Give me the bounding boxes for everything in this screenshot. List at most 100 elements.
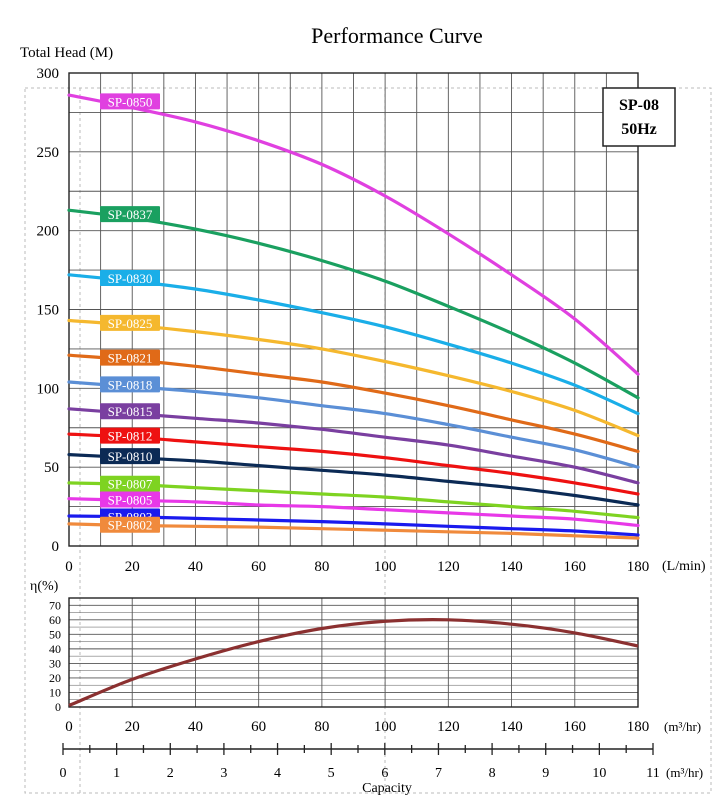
curve-label-sp-0805: SP-0805 bbox=[100, 491, 160, 508]
efficiency-curve bbox=[68, 618, 639, 707]
capacity-tick-label: 9 bbox=[542, 766, 549, 781]
eff-x-tick-label: 80 bbox=[314, 719, 329, 735]
capacity-label: Capacity bbox=[362, 781, 412, 796]
efficiency-line bbox=[68, 618, 639, 707]
head-x-tick-label: 100 bbox=[374, 559, 397, 575]
eff-x-tick-label: 180 bbox=[627, 719, 650, 735]
curve-label-sp-0825: SP-0825 bbox=[100, 314, 160, 331]
head-y-tick-label: 300 bbox=[37, 66, 60, 82]
curve-sp-0807 bbox=[67, 481, 640, 520]
eff-x-tick-label: 140 bbox=[500, 719, 523, 735]
eff-y-tick-label: 20 bbox=[49, 671, 61, 685]
curve-label-sp-0802: SP-0802 bbox=[100, 516, 160, 533]
capacity-tick-label: 5 bbox=[328, 766, 335, 781]
head-curves bbox=[67, 93, 640, 540]
eff-y-tick-label: 0 bbox=[55, 700, 61, 714]
curve-sp-0825 bbox=[67, 318, 640, 438]
curve-label-sp-0830: SP-0830 bbox=[100, 269, 160, 286]
curve-sp-0850 bbox=[67, 93, 640, 376]
curve-label-sp-0810: SP-0810 bbox=[100, 448, 160, 465]
eff-y-tick-label: 10 bbox=[49, 685, 61, 699]
svg-text:SP-0815: SP-0815 bbox=[108, 404, 153, 419]
capacity-tick-label: 0 bbox=[60, 766, 67, 781]
model-legend-box: SP-08 50Hz bbox=[602, 87, 676, 147]
svg-text:SP-0825: SP-0825 bbox=[108, 316, 153, 331]
chart-title: Performance Curve bbox=[311, 23, 483, 48]
curve-label-sp-0837: SP-0837 bbox=[100, 206, 160, 223]
curve-label-sp-0818: SP-0818 bbox=[100, 376, 160, 393]
head-x-tick-label: 160 bbox=[564, 559, 587, 575]
eff-x-tick-label: 100 bbox=[374, 719, 397, 735]
legend-model: SP-08 bbox=[619, 97, 659, 114]
svg-text:SP-0810: SP-0810 bbox=[108, 449, 153, 464]
head-plot-frame bbox=[68, 72, 639, 547]
curve-sp-0803 bbox=[67, 514, 640, 537]
svg-text:SP-0812: SP-0812 bbox=[108, 429, 153, 444]
head-plot-grid bbox=[68, 72, 639, 547]
svg-text:SP-0802: SP-0802 bbox=[108, 518, 153, 533]
curve-sp-0810 bbox=[67, 453, 640, 507]
head-x-tick-label: 180 bbox=[627, 559, 650, 575]
curve-sp-0821 bbox=[67, 353, 640, 453]
capacity-tick-label: 3 bbox=[220, 766, 227, 781]
capacity-tick-label: 8 bbox=[489, 766, 496, 781]
capacity-tick-label: 4 bbox=[274, 766, 281, 781]
svg-text:SP-0821: SP-0821 bbox=[108, 351, 153, 366]
eff-x-tick-label: 0 bbox=[65, 719, 73, 735]
capacity-tick-label: 11 bbox=[646, 766, 659, 781]
svg-text:SP-0807: SP-0807 bbox=[108, 477, 153, 492]
capacity-unit: (m³/hr) bbox=[666, 765, 703, 780]
eff-y-tick-label: 50 bbox=[49, 627, 61, 641]
head-y-tick-label: 0 bbox=[52, 539, 60, 555]
head-y-tick-label: 100 bbox=[37, 381, 60, 397]
svg-text:SP-0805: SP-0805 bbox=[108, 492, 153, 507]
svg-text:SP-0837: SP-0837 bbox=[108, 207, 153, 222]
curve-sp-0812 bbox=[67, 432, 640, 496]
head-x-tick-label: 140 bbox=[500, 559, 523, 575]
eff-plot-frame bbox=[68, 597, 639, 708]
head-x-tick-label: 60 bbox=[251, 559, 266, 575]
capacity-tick-label: 6 bbox=[381, 766, 388, 781]
curve-sp-0830 bbox=[67, 273, 640, 416]
head-x-tick-label: 40 bbox=[188, 559, 203, 575]
head-x-tick-label: 120 bbox=[437, 559, 460, 575]
curve-sp-0815 bbox=[67, 407, 640, 485]
head-x-tick-label: 0 bbox=[65, 559, 73, 575]
eff-y-tick-label: 30 bbox=[49, 656, 61, 670]
capacity-axis: 0 1 2 3 4 5 6 7 8 9 10 11 bbox=[60, 743, 660, 781]
efficiency-axis-label: η(%) bbox=[30, 579, 59, 594]
head-plot-ticks: 0 50 100 150 200 250 300 0 20 40 60 80 100 120 140 160 1… bbox=[37, 66, 650, 575]
curve-sp-0837 bbox=[67, 208, 640, 400]
eff-x-tick-label: 120 bbox=[437, 719, 460, 735]
eff-x-tick-label: 160 bbox=[564, 719, 587, 735]
curve-label-sp-0807: SP-0807 bbox=[100, 475, 160, 492]
curve-label-sp-0821: SP-0821 bbox=[100, 349, 160, 366]
svg-text:SP-0818: SP-0818 bbox=[108, 377, 153, 392]
head-y-tick-label: 200 bbox=[37, 224, 60, 240]
dashed-frame bbox=[24, 87, 712, 794]
head-y-tick-label: 250 bbox=[37, 145, 60, 161]
head-curve-labels: SP-0850 SP-0837 SP-0830 SP-0825 SP-0821 SP-08… bbox=[100, 93, 160, 533]
capacity-tick-label: 7 bbox=[435, 766, 442, 781]
eff-y-tick-label: 60 bbox=[49, 613, 61, 627]
eff-x-tick-label: 60 bbox=[251, 719, 266, 735]
head-x-tick-label: 20 bbox=[125, 559, 140, 575]
head-x-tick-label: 80 bbox=[314, 559, 329, 575]
x-unit-lmin: (L/min) bbox=[662, 559, 706, 574]
legend-frequency: 50Hz bbox=[621, 121, 657, 138]
curve-sp-0818 bbox=[67, 380, 640, 469]
head-y-tick-label: 150 bbox=[37, 303, 60, 319]
curve-label-sp-0815: SP-0815 bbox=[100, 403, 160, 420]
y-axis-label: Total Head (M) bbox=[20, 45, 113, 61]
x-unit-m3hr: (m³/hr) bbox=[664, 719, 701, 734]
svg-text:SP-0830: SP-0830 bbox=[108, 271, 153, 286]
curve-sp-0802 bbox=[67, 522, 640, 540]
eff-x-tick-label: 40 bbox=[188, 719, 203, 735]
head-y-tick-label: 50 bbox=[44, 460, 59, 476]
eff-x-tick-label: 20 bbox=[125, 719, 140, 735]
efficiency-plot-grid bbox=[68, 597, 639, 708]
eff-y-tick-label: 70 bbox=[49, 598, 61, 612]
curve-sp-0805 bbox=[67, 497, 640, 528]
